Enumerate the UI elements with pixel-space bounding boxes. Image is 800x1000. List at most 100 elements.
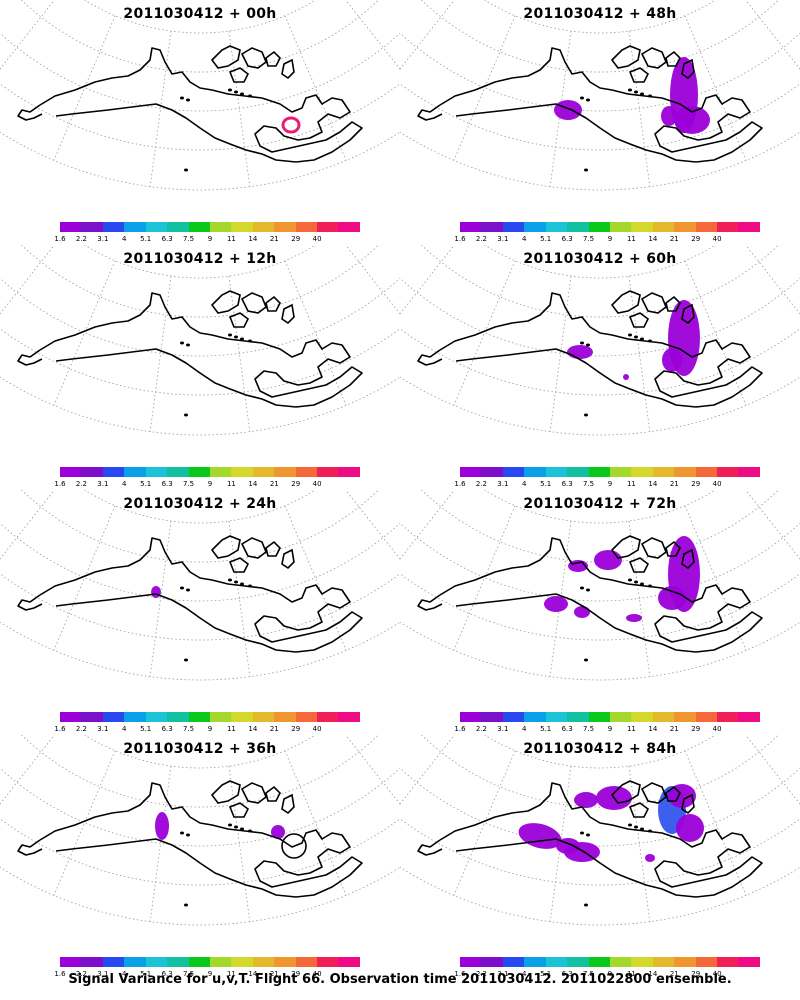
colorbar-swatch: [81, 712, 103, 722]
latitude-gridline: [0, 376, 400, 436]
colorbar-swatch: [295, 467, 318, 477]
colorbar-tick-label: 1.6: [54, 235, 66, 243]
map-panel: 2011030412 + 60h 1.6 2.2 3.1 4 5.1 6.3 7.5 9 11 14…: [400, 245, 800, 490]
island-outline: [281, 58, 295, 80]
latitude-gridline: [0, 767, 400, 847]
colorbar-tick-label: 5.1: [140, 970, 152, 978]
colorbar-tick-label: 40: [712, 480, 722, 488]
latitude-gridline: [484, 735, 716, 769]
colorbar: [460, 467, 760, 477]
small-island: [180, 831, 184, 835]
map-panel: 2011030412 + 36h 1.6 2.2 3.1 4 5.1 6.3 7.5 9 11 14…: [0, 735, 400, 980]
colorbar-tick-label: 4: [122, 970, 127, 978]
small-island: [648, 339, 652, 343]
map-panel: 2011030412 + 12h 1.6 2.2 3.1 4 5.1 6.3 7.5 9 11 14…: [0, 245, 400, 490]
colorbar-tick-label: 2.2: [475, 725, 487, 733]
longitude-gridline: [453, 15, 516, 161]
colorbar-swatch: [81, 222, 103, 232]
colorbar-swatch: [502, 957, 525, 967]
colorbar-tick-label: 1.6: [454, 235, 466, 243]
colorbar-swatch: [295, 222, 318, 232]
latitude-gridline: [484, 490, 716, 524]
colorbar-tick-label: 11: [226, 480, 236, 488]
colorbar-labels: 1.6 2.2 3.1 4 5.1 6.3 7.5 9 11 14 21 29 40: [454, 480, 760, 490]
colorbar-swatch: [188, 222, 210, 232]
figure-caption: Signal Variance for u,v,T. Flight 66. Ob…: [68, 972, 732, 987]
longitude-gridline: [0, 490, 25, 528]
map-panel: 2011030412 + 00h 1.6 2.2 3.1 4 5.1 6.3 7.5 9 11 14…: [0, 0, 400, 245]
colorbar-labels: 1.6 2.2 3.1 4 5.1 6.3 7.5 9 11 14 21 29 40: [454, 235, 760, 245]
colorbar-tick-label: 2.2: [75, 480, 87, 488]
longitude-gridline: [775, 0, 800, 38]
colorbar-swatch: [738, 222, 760, 232]
colorbar-swatch: [102, 467, 125, 477]
colorbar-swatch: [252, 222, 275, 232]
longitude-gridline: [345, 735, 400, 805]
colorbar-swatch: [338, 467, 360, 477]
latitude-gridline: [400, 277, 800, 357]
longitude-gridline: [400, 0, 425, 38]
colorbar-swatch: [588, 467, 610, 477]
colorbar-swatch: [317, 222, 339, 232]
coastline: [439, 292, 763, 408]
island-outline: [281, 548, 295, 570]
colorbar-tick-label: 21: [269, 970, 279, 978]
colorbar-swatch: [545, 712, 568, 722]
longitude-gridline: [400, 735, 455, 805]
island-outline: [665, 295, 681, 312]
colorbar-swatch: [295, 712, 318, 722]
colorbar: [60, 467, 360, 477]
colorbar-tick-label: 5.1: [140, 235, 152, 243]
island-outline: [628, 557, 650, 573]
colorbar: [460, 957, 760, 967]
colorbar-tick-label: 7.5: [182, 480, 195, 488]
polar-map: [400, 0, 800, 191]
colorbar-swatch: [231, 712, 253, 722]
colorbar-tick-label: 6.3: [161, 235, 173, 243]
colorbar-swatch: [338, 957, 360, 967]
small-island: [648, 94, 652, 98]
island-outline: [610, 780, 641, 804]
colorbar-tick-label: 14: [248, 235, 258, 243]
island-outline: [265, 295, 281, 312]
colorbar-swatch: [524, 467, 546, 477]
variance-shading: [594, 550, 622, 570]
small-island: [184, 903, 188, 907]
island-outline: [610, 45, 641, 69]
colorbar-tick-label: 21: [669, 235, 679, 243]
polar-map: [0, 0, 400, 191]
colorbar-tick-label: 21: [269, 480, 279, 488]
variance-shading: [544, 596, 568, 612]
island-outline: [640, 782, 667, 804]
colorbar-swatch: [460, 957, 482, 967]
longitude-gridline: [375, 0, 400, 38]
island-outline: [228, 67, 250, 83]
colorbar-swatch: [631, 467, 653, 477]
island-outline: [628, 802, 650, 818]
small-island: [184, 413, 188, 417]
colorbar-tick-label: 9: [207, 970, 213, 978]
colorbar-swatch: [524, 712, 546, 722]
map-panel: 2011030412 + 24h 1.6 2.2 3.1 4 5.1 6.3 7.5 9 11 14…: [0, 490, 400, 735]
small-island: [648, 584, 652, 588]
colorbar-swatch: [481, 957, 503, 967]
colorbar-swatch: [652, 712, 675, 722]
latitude-gridline: [400, 328, 800, 396]
colorbar-tick-label: 40: [712, 725, 722, 733]
colorbar-tick-label: 4: [522, 235, 527, 243]
colorbar-tick-label: 9: [207, 725, 213, 733]
colorbar-tick-label: 9: [607, 235, 613, 243]
variance-shading: [658, 586, 686, 610]
colorbar-tick-label: 21: [269, 235, 279, 243]
longitude-gridline: [400, 735, 425, 773]
small-island: [628, 88, 632, 92]
colorbar-tick-label: 21: [669, 725, 679, 733]
colorbar-tick-label: 11: [626, 970, 636, 978]
colorbar-swatch: [695, 712, 718, 722]
colorbar-swatch: [674, 467, 696, 477]
island-outline: [681, 58, 695, 80]
island-outline: [640, 292, 667, 314]
colorbar-tick-label: 14: [648, 480, 658, 488]
latitude-gridline: [84, 490, 316, 524]
colorbar-swatch: [695, 467, 718, 477]
